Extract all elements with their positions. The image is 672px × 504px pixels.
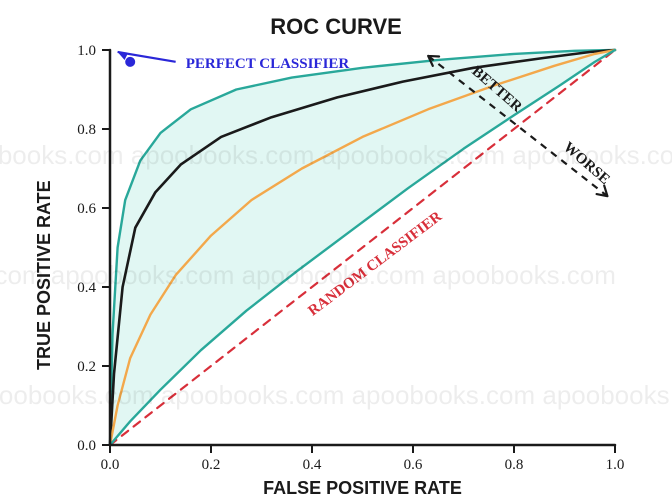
y-tick-label: 0.2 [77, 359, 96, 375]
perfect-classifier-label: PERFECT CLASSIFIER [186, 56, 350, 72]
y-tick-label: 0.4 [77, 280, 96, 296]
chart-title: ROC CURVE [0, 14, 672, 40]
x-axis-label: FALSE POSITIVE RATE [110, 478, 615, 499]
roc-chart-frame: { "chart": { "type": "line", "title": "R… [0, 0, 672, 504]
x-tick-label: 0.8 [505, 457, 524, 473]
roc-plot-svg: 0.0 0.2 0.4 0.6 0.8 1.0 0.0 0.2 0.4 0.6 0.8 1.0 PERF… [0, 0, 672, 504]
y-tick-label: 0.8 [77, 122, 96, 138]
x-tick-label: 0.4 [303, 457, 322, 473]
x-tick-label: 0.2 [202, 457, 221, 473]
x-tick-label: 0.0 [101, 457, 120, 473]
x-tick-label: 0.6 [404, 457, 423, 473]
x-tick-label: 1.0 [606, 457, 625, 473]
y-tick-label: 1.0 [77, 43, 96, 59]
y-axis-label: TRUE POSITIVE RATE [34, 180, 55, 370]
y-tick-label: 0.0 [77, 438, 96, 454]
perfect-classifier-dot [125, 57, 135, 67]
y-tick-label: 0.6 [77, 201, 96, 217]
